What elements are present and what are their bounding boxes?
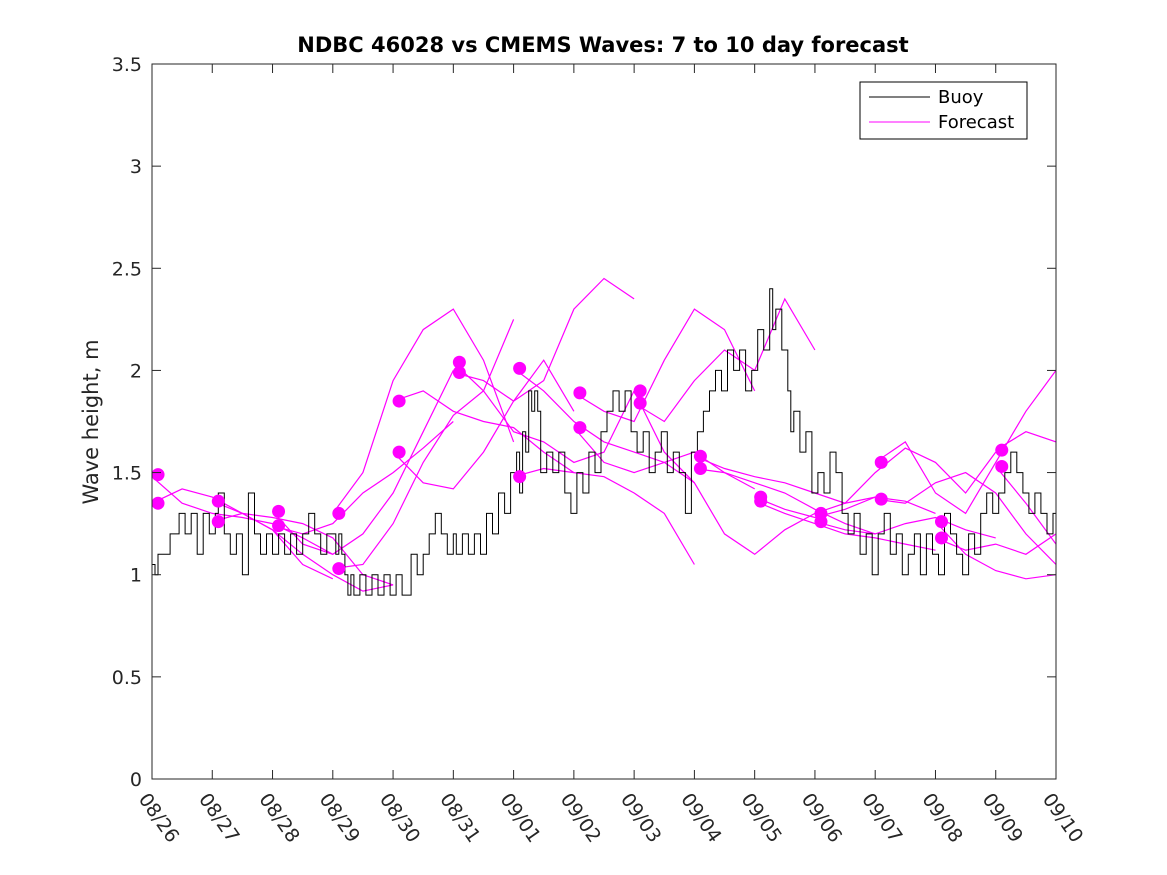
y-tick-label: 2 xyxy=(130,360,142,382)
forecast-marker xyxy=(392,445,406,459)
forecast-marker xyxy=(995,459,1009,473)
forecast-line xyxy=(332,308,515,514)
forecast-marker xyxy=(874,492,888,506)
forecast-marker xyxy=(693,461,707,475)
forecast-line xyxy=(874,370,1056,515)
y-tick-label: 0.5 xyxy=(112,667,142,689)
forecast-marker xyxy=(332,562,346,576)
plot-area xyxy=(151,277,1056,596)
y-tick-label: 1 xyxy=(130,565,142,587)
forecast-marker xyxy=(995,443,1009,457)
y-tick-label: 3.5 xyxy=(112,54,142,76)
forecast-line xyxy=(754,500,936,551)
y-tick-label: 0 xyxy=(130,769,142,791)
forecast-marker xyxy=(934,531,948,545)
forecast-line xyxy=(633,390,816,556)
forecast-line xyxy=(513,467,695,565)
legend: Buoy Forecast xyxy=(859,81,1028,140)
forecast-marker xyxy=(573,421,587,435)
forecast-marker xyxy=(151,468,165,482)
y-tick-label: 2.5 xyxy=(112,258,142,280)
forecast-marker xyxy=(513,361,527,375)
forecast-line xyxy=(453,277,635,402)
forecast-marker xyxy=(573,386,587,400)
forecast-line xyxy=(995,431,1056,451)
forecast-marker xyxy=(211,515,225,529)
forecast-line xyxy=(935,521,1056,580)
forecast-line xyxy=(452,361,635,464)
forecast-marker xyxy=(211,494,225,508)
legend-buoy-label: Buoy xyxy=(938,87,984,108)
forecast-line xyxy=(573,308,756,423)
plot-frame xyxy=(151,63,1057,780)
forecast-marker xyxy=(392,394,406,408)
forecast-marker xyxy=(272,519,286,533)
forecast-line xyxy=(392,390,575,474)
chart-title: NDBC 46028 vs CMEMS Waves: 7 to 10 day f… xyxy=(297,33,908,57)
forecast-marker xyxy=(452,355,466,369)
y-tick-label: 3 xyxy=(130,156,142,178)
forecast-line xyxy=(935,533,1056,555)
forecast-marker xyxy=(874,455,888,469)
forecast-line xyxy=(633,297,816,423)
forecast-line xyxy=(694,467,876,535)
buoy-series xyxy=(152,288,1056,596)
forecast-marker xyxy=(814,515,828,529)
forecast-line xyxy=(392,359,575,490)
forecast-series xyxy=(152,277,1056,592)
forecast-marker xyxy=(332,506,346,520)
buoy-line xyxy=(152,288,1056,596)
forecast-line xyxy=(875,471,1056,565)
forecast-line xyxy=(995,466,1056,545)
forecast-marker xyxy=(452,365,466,379)
y-axis-label: Wave height, m xyxy=(79,339,103,504)
y-tick-label: 1.5 xyxy=(112,463,142,485)
forecast-marker xyxy=(934,515,948,529)
forecast-line xyxy=(814,447,997,514)
forecast-marker xyxy=(633,396,647,410)
forecast-marker xyxy=(272,504,286,518)
y-axis: 0 0.5 1 1.5 2 2.5 3 3.5 xyxy=(112,54,1056,791)
legend-box xyxy=(859,81,1028,140)
forecast-marker xyxy=(633,384,647,398)
forecast-marker xyxy=(693,449,707,463)
forecast-marker xyxy=(151,496,165,510)
forecast-marker xyxy=(754,494,768,508)
forecast-line xyxy=(754,496,936,519)
legend-forecast-label: Forecast xyxy=(938,112,1014,133)
forecast-markers xyxy=(151,355,1009,576)
forecast-line xyxy=(814,516,996,539)
forecast-marker xyxy=(513,470,527,484)
